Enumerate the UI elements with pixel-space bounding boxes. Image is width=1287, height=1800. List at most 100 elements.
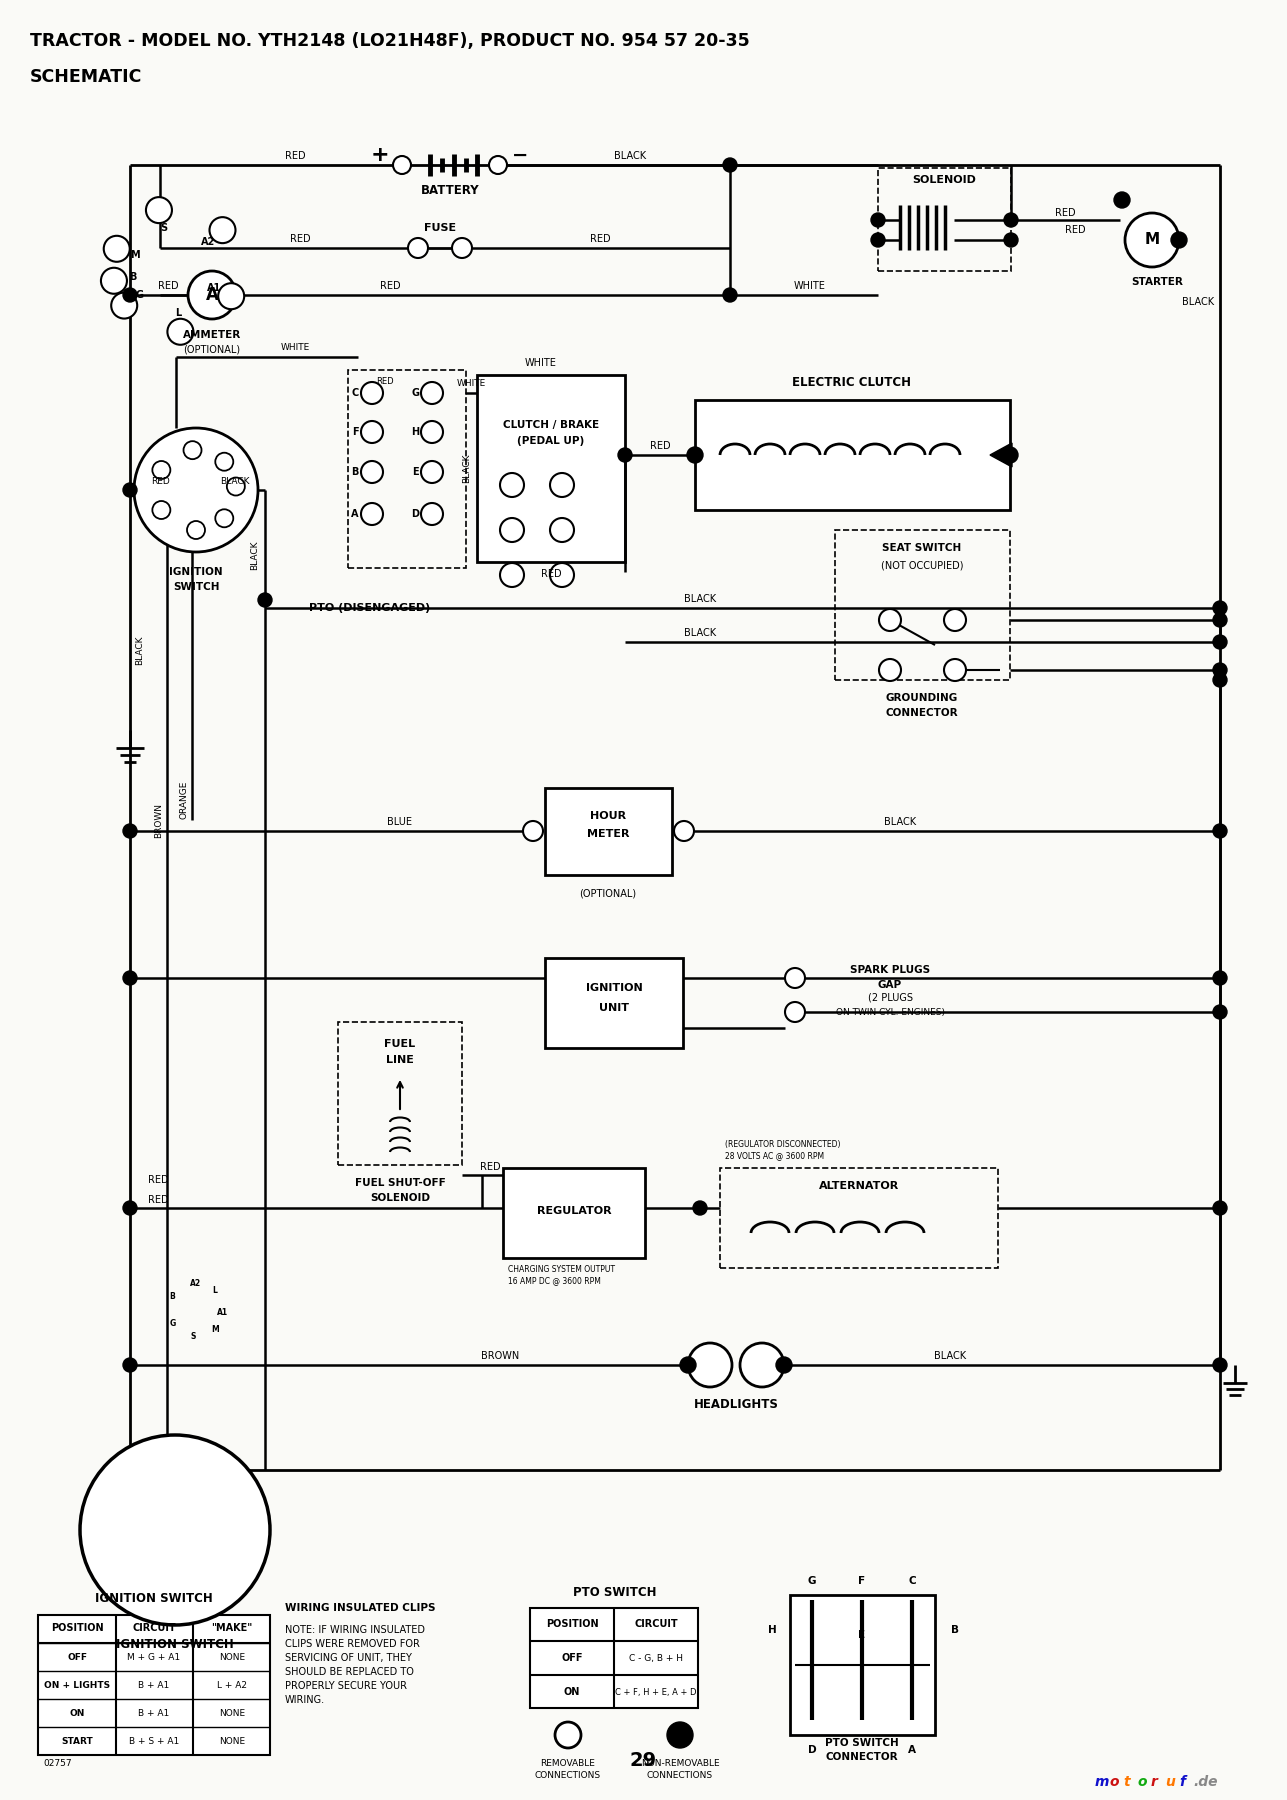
Text: H: H: [411, 427, 420, 437]
Circle shape: [1171, 232, 1187, 248]
Circle shape: [1214, 601, 1227, 616]
Text: BLACK: BLACK: [884, 817, 916, 826]
Text: LINE: LINE: [386, 1055, 414, 1066]
Text: G: G: [808, 1577, 816, 1586]
Text: (OPTIONAL): (OPTIONAL): [184, 346, 241, 355]
Bar: [878, 167, 1012, 272]
Text: BLACK: BLACK: [220, 477, 250, 486]
Text: A2: A2: [190, 1278, 202, 1287]
Text: UNIT: UNIT: [598, 1003, 629, 1013]
Text: B: B: [351, 466, 359, 477]
Circle shape: [188, 272, 236, 319]
Circle shape: [555, 1723, 580, 1748]
Text: M: M: [1144, 232, 1160, 247]
Text: G: G: [170, 1319, 176, 1328]
Text: RED: RED: [284, 151, 305, 160]
Circle shape: [257, 592, 272, 607]
Circle shape: [785, 968, 804, 988]
Text: B: B: [129, 272, 136, 283]
Circle shape: [1214, 1004, 1227, 1019]
Text: A: A: [351, 509, 359, 518]
Text: CLUTCH / BRAKE: CLUTCH / BRAKE: [503, 419, 598, 430]
Circle shape: [421, 502, 443, 526]
Circle shape: [550, 518, 574, 542]
Text: t: t: [1124, 1775, 1130, 1789]
Circle shape: [1214, 662, 1227, 677]
Text: NON-REMOVABLE: NON-REMOVABLE: [641, 1759, 719, 1768]
Text: BLACK: BLACK: [462, 454, 471, 482]
Text: RED: RED: [650, 441, 671, 452]
Circle shape: [421, 421, 443, 443]
Polygon shape: [990, 443, 1012, 466]
Text: C - G, B + H: C - G, B + H: [629, 1654, 683, 1663]
Text: M: M: [130, 250, 139, 261]
Text: PTO (DISENGAGED): PTO (DISENGAGED): [309, 603, 431, 614]
Text: B + S + A1: B + S + A1: [129, 1737, 179, 1746]
Text: 16 AMP DC @ 3600 RPM: 16 AMP DC @ 3600 RPM: [508, 1276, 601, 1285]
Text: START: START: [60, 1737, 93, 1746]
Text: HEADLIGHTS: HEADLIGHTS: [694, 1399, 779, 1411]
Text: F: F: [858, 1577, 866, 1586]
Text: POSITION: POSITION: [50, 1624, 103, 1633]
Text: 02757: 02757: [42, 1759, 72, 1768]
Circle shape: [501, 563, 524, 587]
Circle shape: [134, 428, 257, 553]
Circle shape: [489, 157, 507, 175]
Text: C: C: [909, 1577, 916, 1586]
Text: ON + LIGHTS: ON + LIGHTS: [44, 1681, 111, 1690]
Circle shape: [124, 482, 136, 497]
Bar: [695, 400, 1010, 509]
Text: A1: A1: [207, 283, 221, 293]
Circle shape: [393, 157, 411, 175]
Circle shape: [501, 473, 524, 497]
Text: ON: ON: [564, 1687, 580, 1697]
Text: B + A1: B + A1: [139, 1708, 170, 1717]
Text: RED: RED: [589, 234, 610, 245]
Text: (2 PLUGS: (2 PLUGS: [867, 994, 912, 1003]
Circle shape: [523, 821, 543, 841]
Circle shape: [111, 293, 138, 319]
Text: RED: RED: [148, 1195, 169, 1204]
Text: IGNITION SWITCH: IGNITION SWITCH: [95, 1593, 212, 1606]
Text: ORANGE: ORANGE: [179, 781, 188, 819]
Bar: [790, 1595, 934, 1735]
Text: CIRCUIT: CIRCUIT: [133, 1624, 176, 1633]
Text: REMOVABLE: REMOVABLE: [541, 1759, 596, 1768]
Bar: [477, 374, 625, 562]
Text: (OPTIONAL): (OPTIONAL): [579, 887, 637, 898]
Circle shape: [1214, 1357, 1227, 1372]
Text: SEAT SWITCH: SEAT SWITCH: [883, 544, 961, 553]
Text: NONE: NONE: [219, 1652, 245, 1661]
Text: STARTER: STARTER: [1131, 277, 1183, 286]
Circle shape: [687, 446, 703, 463]
Text: PTO SWITCH: PTO SWITCH: [825, 1739, 898, 1748]
Circle shape: [104, 236, 130, 261]
Text: RED: RED: [541, 569, 561, 580]
Text: FUEL: FUEL: [385, 1039, 416, 1049]
Circle shape: [184, 441, 202, 459]
Circle shape: [421, 382, 443, 403]
Circle shape: [1214, 1201, 1227, 1215]
Text: m: m: [1095, 1775, 1109, 1789]
Circle shape: [215, 509, 233, 527]
Text: OFF: OFF: [561, 1652, 583, 1663]
Text: CHARGING SYSTEM OUTPUT: CHARGING SYSTEM OUTPUT: [508, 1265, 615, 1274]
Text: WHITE: WHITE: [794, 281, 826, 292]
Circle shape: [1214, 970, 1227, 985]
Text: −: −: [512, 146, 528, 164]
Text: "MAKE": "MAKE": [211, 1624, 252, 1633]
Text: BLACK: BLACK: [614, 151, 646, 160]
Text: RED: RED: [290, 234, 310, 245]
Circle shape: [1214, 635, 1227, 650]
Circle shape: [943, 608, 967, 632]
Circle shape: [219, 283, 245, 310]
Circle shape: [785, 1003, 804, 1022]
Circle shape: [124, 288, 136, 302]
Text: L: L: [212, 1287, 218, 1296]
Text: BLACK: BLACK: [135, 635, 144, 664]
Text: BLACK: BLACK: [251, 540, 260, 571]
Circle shape: [1003, 446, 1018, 463]
Text: L: L: [175, 308, 181, 319]
Circle shape: [550, 473, 574, 497]
Text: 28 VOLTS AC @ 3600 RPM: 28 VOLTS AC @ 3600 RPM: [725, 1152, 824, 1161]
